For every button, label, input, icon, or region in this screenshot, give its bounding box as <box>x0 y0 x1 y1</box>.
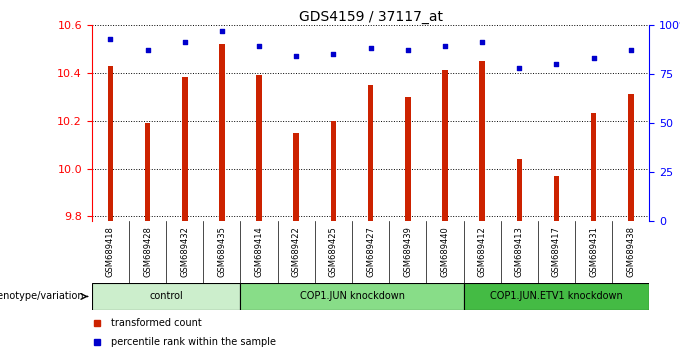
Point <box>403 47 413 53</box>
Text: GSM689432: GSM689432 <box>180 226 189 277</box>
Point <box>142 47 153 53</box>
Point <box>216 28 227 34</box>
Point <box>291 53 302 59</box>
Point <box>180 40 190 45</box>
Point <box>365 46 376 51</box>
Title: GDS4159 / 37117_at: GDS4159 / 37117_at <box>299 10 443 24</box>
Bar <box>92 283 241 310</box>
Bar <box>479 61 485 221</box>
Point <box>105 36 116 41</box>
Text: COP1.JUN.ETV1 knockdown: COP1.JUN.ETV1 knockdown <box>490 291 623 302</box>
Text: GSM689418: GSM689418 <box>106 226 115 277</box>
Point <box>439 44 450 49</box>
Point <box>551 61 562 67</box>
Bar <box>628 94 634 221</box>
Text: GSM689417: GSM689417 <box>552 226 561 277</box>
Text: GSM689413: GSM689413 <box>515 226 524 277</box>
Bar <box>517 159 522 221</box>
Text: GSM689422: GSM689422 <box>292 226 301 277</box>
Text: GSM689412: GSM689412 <box>477 226 487 277</box>
Bar <box>330 121 336 221</box>
Text: GSM689427: GSM689427 <box>366 226 375 277</box>
Bar <box>368 85 373 221</box>
Text: genotype/variation: genotype/variation <box>0 291 84 302</box>
Text: GSM689428: GSM689428 <box>143 226 152 277</box>
Bar <box>405 97 411 221</box>
Bar <box>107 65 113 221</box>
Text: GSM689431: GSM689431 <box>589 226 598 277</box>
Text: GSM689414: GSM689414 <box>254 226 264 277</box>
Bar <box>442 70 447 221</box>
Text: GSM689440: GSM689440 <box>441 226 449 277</box>
Text: GSM689435: GSM689435 <box>218 226 226 277</box>
Point <box>588 55 599 61</box>
Point <box>254 44 265 49</box>
Bar <box>554 176 559 221</box>
Text: GSM689425: GSM689425 <box>329 226 338 277</box>
Bar <box>256 75 262 221</box>
Text: GSM689438: GSM689438 <box>626 226 635 277</box>
Point <box>328 51 339 57</box>
Text: percentile rank within the sample: percentile rank within the sample <box>112 337 276 347</box>
Bar <box>241 283 464 310</box>
Bar <box>591 113 596 221</box>
Bar <box>464 283 649 310</box>
Text: transformed count: transformed count <box>112 318 202 328</box>
Bar <box>145 123 150 221</box>
Text: control: control <box>150 291 183 302</box>
Bar <box>182 78 188 221</box>
Text: COP1.JUN knockdown: COP1.JUN knockdown <box>299 291 405 302</box>
Bar <box>294 133 299 221</box>
Point <box>477 40 488 45</box>
Text: GSM689439: GSM689439 <box>403 226 412 277</box>
Point <box>626 47 636 53</box>
Point <box>514 65 525 71</box>
Bar <box>219 44 224 221</box>
